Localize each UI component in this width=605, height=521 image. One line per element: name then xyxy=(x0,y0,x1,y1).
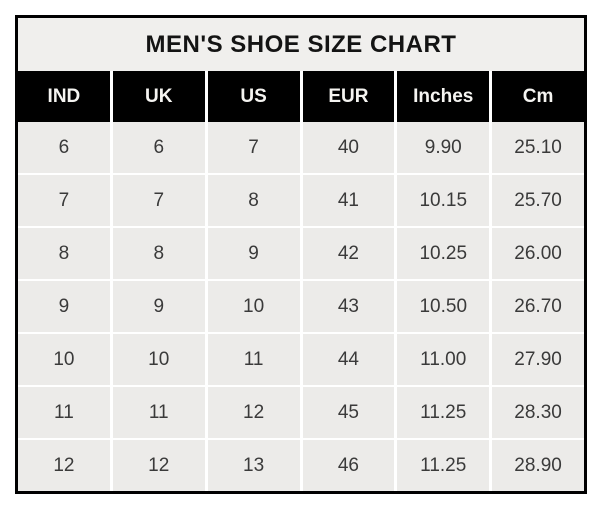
table-row: 6 6 7 40 9.90 25.10 xyxy=(18,122,584,173)
cell-inches: 10.15 xyxy=(397,175,490,226)
table-row: 9 9 10 43 10.50 26.70 xyxy=(18,281,584,332)
table-body: 6 6 7 40 9.90 25.10 7 7 8 41 10.15 25.70… xyxy=(18,122,584,491)
cell-ind: 6 xyxy=(18,122,110,173)
cell-inches: 10.25 xyxy=(397,228,490,279)
column-header-eur: EUR xyxy=(302,71,395,122)
cell-us: 9 xyxy=(207,228,300,279)
cell-uk: 6 xyxy=(112,122,205,173)
cell-uk: 12 xyxy=(112,440,205,491)
cell-inches: 10.50 xyxy=(397,281,490,332)
cell-us: 12 xyxy=(207,387,300,438)
column-header-inches: Inches xyxy=(397,71,490,122)
table-row: 10 10 11 44 11.00 27.90 xyxy=(18,334,584,385)
cell-ind: 11 xyxy=(18,387,110,438)
column-header-uk: UK xyxy=(112,71,205,122)
table-row: 12 12 13 46 11.25 28.90 xyxy=(18,440,584,491)
cell-ind: 8 xyxy=(18,228,110,279)
cell-eur: 40 xyxy=(302,122,395,173)
shoe-size-chart-table: MEN'S SHOE SIZE CHART IND UK US EUR Inch… xyxy=(15,15,587,494)
cell-ind: 9 xyxy=(18,281,110,332)
cell-uk: 7 xyxy=(112,175,205,226)
cell-inches: 11.25 xyxy=(397,440,490,491)
column-header-cm: Cm xyxy=(492,71,584,122)
cell-cm: 25.70 xyxy=(492,175,584,226)
cell-eur: 41 xyxy=(302,175,395,226)
cell-uk: 11 xyxy=(112,387,205,438)
cell-uk: 10 xyxy=(112,334,205,385)
cell-us: 11 xyxy=(207,334,300,385)
table-row: 7 7 8 41 10.15 25.70 xyxy=(18,175,584,226)
cell-ind: 10 xyxy=(18,334,110,385)
cell-uk: 8 xyxy=(112,228,205,279)
cell-ind: 7 xyxy=(18,175,110,226)
table-header-row: IND UK US EUR Inches Cm xyxy=(18,71,584,122)
cell-eur: 42 xyxy=(302,228,395,279)
cell-us: 7 xyxy=(207,122,300,173)
column-header-ind: IND xyxy=(18,71,110,122)
cell-inches: 11.25 xyxy=(397,387,490,438)
cell-us: 10 xyxy=(207,281,300,332)
cell-us: 13 xyxy=(207,440,300,491)
cell-inches: 9.90 xyxy=(397,122,490,173)
cell-eur: 43 xyxy=(302,281,395,332)
cell-eur: 46 xyxy=(302,440,395,491)
column-header-us: US xyxy=(207,71,300,122)
chart-title: MEN'S SHOE SIZE CHART xyxy=(18,18,584,71)
cell-inches: 11.00 xyxy=(397,334,490,385)
cell-us: 8 xyxy=(207,175,300,226)
cell-eur: 45 xyxy=(302,387,395,438)
cell-cm: 26.70 xyxy=(492,281,584,332)
cell-cm: 27.90 xyxy=(492,334,584,385)
cell-cm: 25.10 xyxy=(492,122,584,173)
cell-cm: 28.30 xyxy=(492,387,584,438)
cell-uk: 9 xyxy=(112,281,205,332)
cell-cm: 26.00 xyxy=(492,228,584,279)
cell-cm: 28.90 xyxy=(492,440,584,491)
cell-ind: 12 xyxy=(18,440,110,491)
table-row: 8 8 9 42 10.25 26.00 xyxy=(18,228,584,279)
table-row: 11 11 12 45 11.25 28.30 xyxy=(18,387,584,438)
cell-eur: 44 xyxy=(302,334,395,385)
